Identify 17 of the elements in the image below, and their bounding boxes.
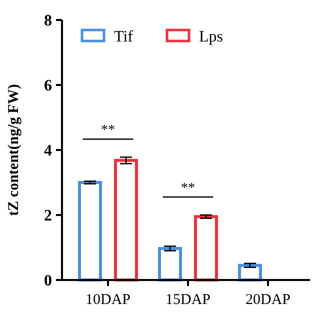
x-tick-label: 20DAP [245, 292, 291, 308]
y-tick-label: 6 [44, 78, 52, 95]
legend-label: Lps [199, 28, 223, 46]
x-tick-label: 10DAP [85, 292, 131, 308]
bar [194, 215, 218, 282]
annotation: ** [101, 123, 115, 138]
bar [158, 246, 182, 282]
legend-label: Tif [114, 28, 134, 46]
x-tick-label: 15DAP [165, 292, 211, 308]
bar [78, 181, 102, 282]
y-tick-label: 2 [44, 208, 52, 225]
bar [114, 158, 138, 282]
y-axis-title: tZ content(ng/g FW) [6, 84, 22, 216]
annotation: ** [181, 181, 195, 196]
y-tick-label: 4 [44, 142, 52, 160]
y-tick-label: 8 [44, 12, 52, 30]
y-tick-label: 0 [44, 272, 52, 290]
